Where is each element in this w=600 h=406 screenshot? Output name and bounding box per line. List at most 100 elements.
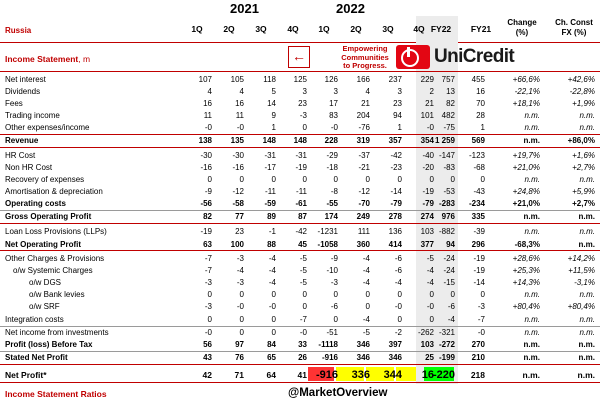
table-cell: 71 bbox=[234, 370, 244, 380]
table-cell: -7 bbox=[204, 254, 212, 263]
table-cell: 0 bbox=[302, 290, 307, 299]
table-cell: 0 bbox=[302, 175, 307, 184]
table-cell: +42,6% bbox=[567, 75, 595, 84]
table-cell: -0 bbox=[477, 328, 485, 337]
table-cell: -30 bbox=[232, 151, 244, 160]
year-2021: 2021 bbox=[230, 1, 259, 16]
row-label: o/w Bank levies bbox=[29, 290, 85, 299]
table-cell: 455 bbox=[471, 75, 485, 84]
row-label: Other Charges & Provisions bbox=[5, 254, 105, 263]
table-cell: 346 bbox=[388, 353, 402, 362]
table-cell: n.m. bbox=[579, 227, 595, 236]
table-cell: +24,8% bbox=[512, 187, 540, 196]
table-cell: 0 bbox=[429, 315, 434, 324]
table-cell: -68,3% bbox=[514, 240, 540, 249]
table-cell: -18 bbox=[326, 163, 338, 172]
arrow-left-icon: ← bbox=[288, 46, 310, 68]
table-cell: 94 bbox=[446, 240, 455, 249]
table-cell: 0 bbox=[333, 290, 338, 299]
row-label: Fees bbox=[5, 99, 23, 108]
row-label: Trading income bbox=[5, 111, 60, 120]
table-cell: -1 bbox=[268, 227, 276, 236]
table-cell: 0 bbox=[207, 315, 212, 324]
table-cell: 100 bbox=[230, 240, 244, 249]
table-cell: -4 bbox=[447, 315, 455, 324]
table-cell: n.m. bbox=[579, 111, 595, 120]
table-cell: 757 bbox=[441, 75, 455, 84]
table-cell: -4 bbox=[268, 254, 276, 263]
table-row: Recovery of expenses 0 0 0 0 0 0 0 0 0 0 n.m. n.m. bbox=[0, 174, 600, 186]
table-row: Net income from investments -0 0 0 -0 -51 -5 -2… bbox=[0, 327, 600, 339]
table-cell: 87 bbox=[298, 212, 307, 221]
table-cell: -2 bbox=[394, 328, 402, 337]
table-row: Fees 16 16 14 23 17 21 23 21 82 70 +18,1% +1,9% bbox=[0, 98, 600, 110]
table-cell: -3 bbox=[236, 278, 244, 287]
table-row: Integration costs 0 0 0 -7 0 -4 0 0 -4 -7 n.m. n.m. bbox=[0, 314, 600, 326]
table-cell: 45 bbox=[298, 240, 307, 249]
table-cell: 229 bbox=[420, 75, 434, 84]
table-cell: 0 bbox=[239, 175, 244, 184]
table-cell: +5,9% bbox=[572, 187, 595, 196]
section-title-text: Income Statement bbox=[5, 54, 79, 64]
table-cell: 21 bbox=[361, 99, 370, 108]
table-cell: -51 bbox=[326, 328, 338, 337]
table-cell: -19 bbox=[295, 163, 307, 172]
table-cell: -147 bbox=[438, 151, 455, 160]
table-cell: -10 bbox=[326, 266, 338, 275]
table-cell: 228 bbox=[324, 136, 338, 145]
table-row: o/w SRF -3 -0 -0 0 -6 0 -0 -0 -6 -3 +80,4% +80,4% bbox=[0, 301, 600, 313]
row-label: Gross Operating Profit bbox=[5, 212, 92, 221]
table-cell: 274 bbox=[420, 212, 434, 221]
table-cell: 11 bbox=[235, 111, 244, 120]
table-cell: n.m. bbox=[577, 370, 595, 380]
table-cell: 296 bbox=[471, 240, 485, 249]
table-cell: 26 bbox=[298, 353, 307, 362]
row-label: o/w SRF bbox=[29, 302, 60, 311]
table-cell: +1,6% bbox=[572, 151, 595, 160]
table-cell: -9 bbox=[204, 187, 212, 196]
table-cell: 41 bbox=[297, 370, 307, 380]
table-cell: 0 bbox=[207, 290, 212, 299]
table-cell: -4 bbox=[362, 254, 370, 263]
table-row: Profit (loss) Before Tax 56 97 84 33 -1118 346… bbox=[0, 339, 600, 351]
table-cell: -0 bbox=[268, 302, 276, 311]
quarter-header: 1Q bbox=[191, 24, 203, 34]
table-cell: -22,1% bbox=[514, 87, 540, 96]
table-cell: 270 bbox=[471, 340, 485, 349]
table-cell: -11 bbox=[265, 187, 276, 196]
table-cell: -19 bbox=[473, 266, 485, 275]
table-cell: 3 bbox=[302, 87, 307, 96]
table-row: o/w Systemic Charges -7 -4 -4 -5 -10 -4 -6 -4 -24… bbox=[0, 265, 600, 277]
table-cell: +86,0% bbox=[567, 136, 595, 145]
table-cell: -24 bbox=[443, 266, 455, 275]
table-cell: 11 bbox=[203, 111, 212, 120]
table-row: Trading income 11 11 9 -3 83 204 94 101 482 28 n.m.… bbox=[0, 110, 600, 122]
row-divider bbox=[0, 326, 600, 327]
table-cell: -916 bbox=[315, 369, 338, 381]
table-cell: +18,1% bbox=[512, 99, 540, 108]
table-cell: -6 bbox=[394, 266, 402, 275]
row-divider bbox=[0, 382, 600, 383]
table-cell: -7 bbox=[477, 315, 485, 324]
table-cell: 25 bbox=[425, 353, 434, 362]
section-unit: , m bbox=[78, 54, 91, 64]
table-cell: -4 bbox=[236, 266, 244, 275]
row-label: o/w Systemic Charges bbox=[13, 266, 93, 275]
table-row: Loan Loss Provisions (LLPs) -19 23 -1 -42 -12… bbox=[0, 226, 600, 238]
fy21-header: FY21 bbox=[470, 24, 492, 34]
fy22-header: FY22 bbox=[430, 24, 452, 34]
table-cell: -916 bbox=[321, 353, 338, 362]
table-cell: 0 bbox=[429, 175, 434, 184]
table-cell: -14 bbox=[390, 187, 402, 196]
table-cell: -262 bbox=[417, 328, 434, 337]
table-cell: -4 bbox=[268, 278, 276, 287]
table-row: Stated Net Profit 43 76 65 26 -916 346 346 25 -19… bbox=[0, 352, 600, 364]
table-cell: -42 bbox=[390, 151, 402, 160]
table-cell: +25,3% bbox=[512, 266, 540, 275]
table-cell: 0 bbox=[429, 290, 434, 299]
table-cell: 23 bbox=[235, 227, 244, 236]
table-cell: -7 bbox=[299, 315, 307, 324]
table-row: Other Charges & Provisions -7 -3 -4 -5 -9 -4 -6… bbox=[0, 253, 600, 265]
table-cell: -16 bbox=[200, 163, 212, 172]
highlight-red bbox=[308, 367, 334, 381]
